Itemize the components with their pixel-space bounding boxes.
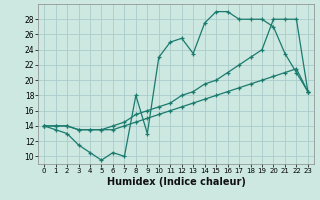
X-axis label: Humidex (Indice chaleur): Humidex (Indice chaleur) [107, 177, 245, 187]
